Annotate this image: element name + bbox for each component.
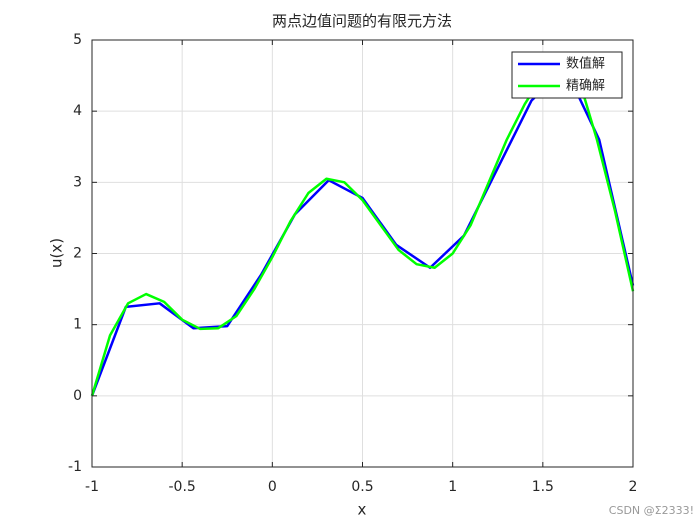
x-tick-label: -0.5: [169, 479, 196, 495]
chart-title: 两点边值问题的有限元方法: [272, 12, 452, 30]
x-tick-label: 1: [448, 479, 457, 495]
y-axis-label: u(x): [48, 238, 66, 268]
x-tick-label: 1.5: [532, 479, 554, 495]
x-tick-label: 0: [268, 479, 277, 495]
y-tick-label: 5: [73, 32, 82, 48]
y-tick-label: 0: [73, 388, 82, 404]
y-tick-label: 1: [73, 317, 82, 333]
x-axis-label: x: [358, 501, 367, 519]
x-tick-label: -1: [85, 479, 99, 495]
x-tick-label: 2: [629, 479, 638, 495]
legend-label: 精确解: [566, 79, 605, 94]
y-tick-label: -1: [68, 459, 82, 475]
x-tick-label: 0.5: [351, 479, 373, 495]
legend-box: [511, 51, 623, 99]
y-tick-label: 2: [73, 246, 82, 262]
watermark: CSDN @Σ2333!: [609, 504, 694, 517]
y-tick-label: 3: [73, 174, 82, 190]
legend-label: 数值解: [566, 56, 605, 72]
y-tick-label: 4: [73, 103, 82, 119]
ticks: -1 -0.5 0 0.5 1 1.5 2 -1 0 1 2 3 4 5: [68, 32, 637, 495]
